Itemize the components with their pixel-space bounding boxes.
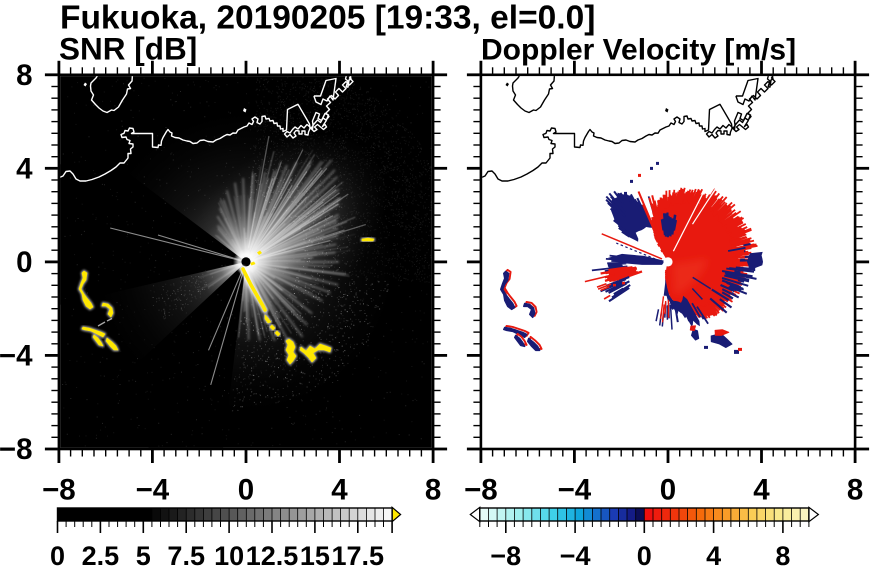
svg-text:−8: −8 bbox=[490, 541, 521, 570]
svg-text:4: 4 bbox=[331, 474, 348, 507]
svg-text:Fukuoka, 20190205 [19:33, el=0: Fukuoka, 20190205 [19:33, el=0.0] bbox=[60, 0, 595, 37]
svg-text:0: 0 bbox=[637, 541, 652, 570]
svg-text:10: 10 bbox=[214, 541, 244, 570]
svg-text:SNR [dB]: SNR [dB] bbox=[59, 31, 197, 67]
svg-text:12.5: 12.5 bbox=[246, 541, 299, 570]
svg-text:Doppler Velocity [m/s]: Doppler Velocity [m/s] bbox=[481, 34, 796, 67]
svg-text:−4: −4 bbox=[0, 339, 33, 372]
svg-text:−8: −8 bbox=[0, 433, 33, 466]
svg-text:−8: −8 bbox=[42, 474, 76, 507]
svg-text:4: 4 bbox=[753, 474, 770, 507]
svg-text:8: 8 bbox=[425, 474, 441, 507]
svg-text:2.5: 2.5 bbox=[82, 541, 120, 570]
svg-text:8: 8 bbox=[775, 541, 790, 570]
svg-text:5: 5 bbox=[136, 541, 151, 570]
svg-text:0: 0 bbox=[16, 246, 32, 279]
svg-text:4: 4 bbox=[16, 152, 33, 185]
svg-text:−4: −4 bbox=[560, 541, 591, 570]
svg-text:8: 8 bbox=[847, 474, 863, 507]
svg-text:−8: −8 bbox=[464, 474, 498, 507]
svg-text:7.5: 7.5 bbox=[167, 541, 205, 570]
svg-text:−4: −4 bbox=[558, 474, 592, 507]
svg-text:0: 0 bbox=[660, 474, 676, 507]
svg-text:0: 0 bbox=[238, 474, 254, 507]
svg-text:0: 0 bbox=[50, 541, 65, 570]
svg-text:8: 8 bbox=[16, 59, 32, 92]
svg-text:15: 15 bbox=[300, 541, 330, 570]
svg-text:17.5: 17.5 bbox=[332, 541, 385, 570]
svg-text:4: 4 bbox=[706, 541, 721, 570]
svg-text:−4: −4 bbox=[136, 474, 170, 507]
